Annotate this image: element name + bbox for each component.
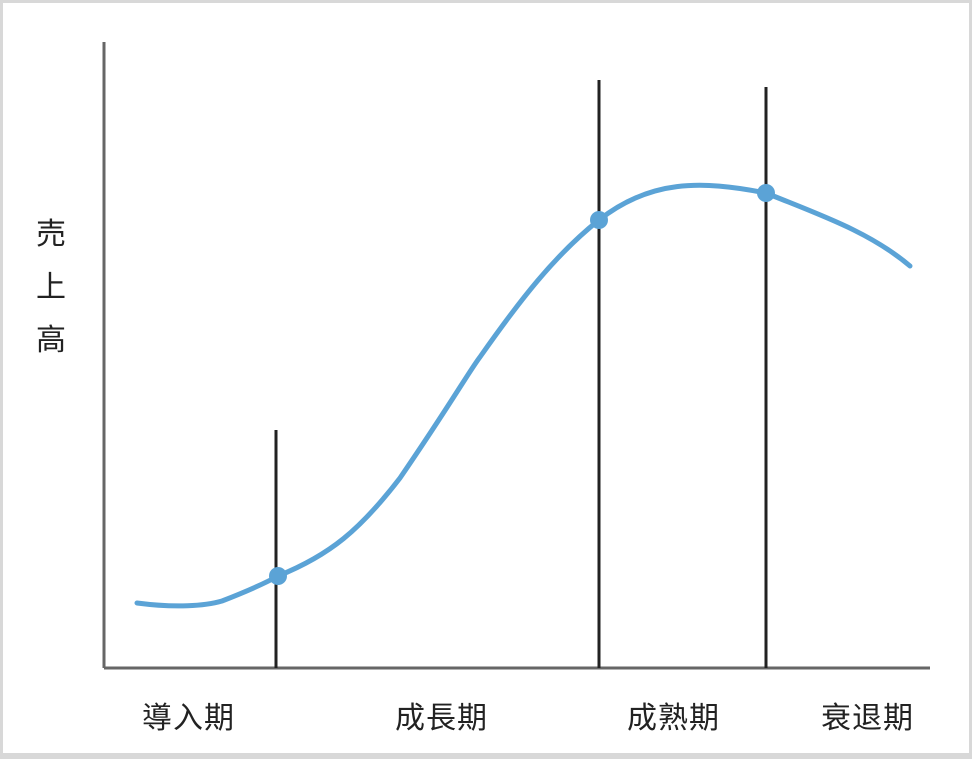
phase-label-growth: 成長期 xyxy=(395,701,488,736)
y-axis-label-char: 上 xyxy=(36,270,66,305)
diagram-frame: 売 上 高 導入期 成長期 成熟期 衰退期 xyxy=(3,3,969,753)
phase-label-introduction: 導入期 xyxy=(142,701,235,736)
y-axis-label-char: 売 xyxy=(36,217,66,252)
transition-point-growth xyxy=(269,567,287,585)
transition-point-decline xyxy=(757,184,775,202)
transition-point-maturity xyxy=(590,211,608,229)
phase-label-maturity: 成熟期 xyxy=(627,701,720,736)
y-axis-label-char: 高 xyxy=(36,323,66,358)
y-axis-label: 売 上 高 xyxy=(33,208,69,367)
phase-label-decline: 衰退期 xyxy=(821,701,914,736)
sales-curve xyxy=(134,182,913,609)
